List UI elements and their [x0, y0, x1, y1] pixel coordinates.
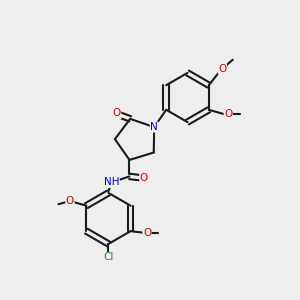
Text: O: O [66, 196, 74, 206]
Text: Cl: Cl [103, 252, 114, 262]
Text: NH: NH [104, 177, 119, 188]
Text: O: O [112, 108, 121, 118]
Text: O: O [140, 173, 148, 183]
Text: O: O [143, 228, 151, 238]
Text: O: O [224, 109, 232, 119]
Text: O: O [218, 64, 226, 74]
Text: N: N [150, 122, 158, 132]
